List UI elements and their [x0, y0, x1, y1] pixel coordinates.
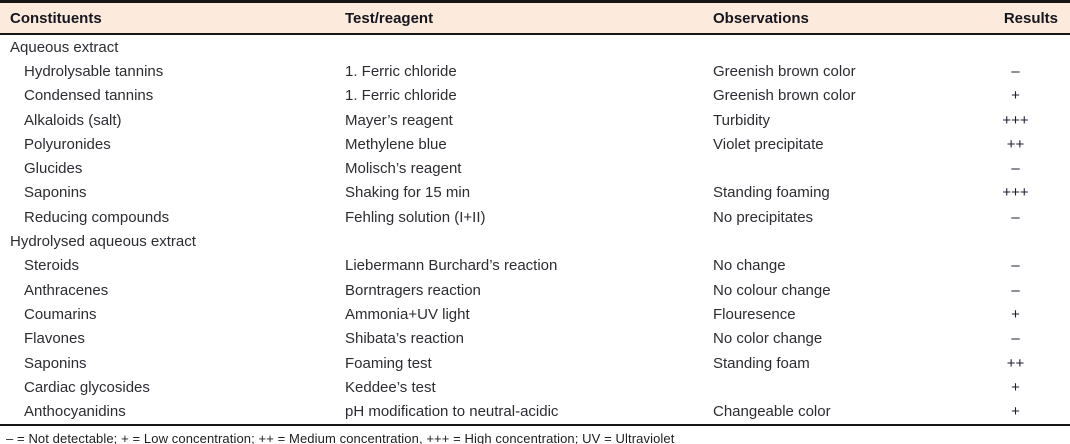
- table-footnote: – = Not detectable; + = Low concentratio…: [0, 423, 1070, 444]
- result-cell: –: [1011, 208, 1020, 226]
- result-cell: +: [1011, 403, 1020, 421]
- column-header-constituents: Constituents: [0, 0, 335, 35]
- observation-cell: No colour change: [713, 281, 831, 299]
- observation-cell: No color change: [713, 330, 823, 348]
- test-cell: Foaming test: [345, 354, 432, 372]
- constituent-cell: Saponins: [24, 184, 87, 202]
- table-row: Alkaloids (salt) Mayer’s reagent Turbidity…: [0, 108, 1070, 132]
- observation-cell: Standing foaming: [713, 184, 830, 202]
- section-row: Hydrolysed aqueous extract: [0, 229, 1070, 253]
- table-row: Hydrolysable tannins 1. Ferric chloride Gr…: [0, 59, 1070, 83]
- result-cell: +: [1011, 305, 1020, 323]
- observation-cell: Turbidity: [713, 111, 770, 129]
- column-header-test-reagent: Test/reagent: [335, 0, 703, 35]
- result-cell: –: [1011, 281, 1020, 299]
- table-row: Glucides Molisch’s reagent –: [0, 156, 1070, 180]
- table-row: Saponins Shaking for 15 min Standing foami…: [0, 181, 1070, 205]
- constituent-cell: Saponins: [24, 354, 87, 372]
- result-cell: +: [1011, 87, 1020, 105]
- constituent-cell: Condensed tannins: [24, 87, 154, 105]
- test-cell: Mayer’s reagent: [345, 111, 453, 129]
- test-cell: Molisch’s reagent: [345, 160, 462, 178]
- test-cell: [335, 229, 703, 253]
- test-cell: Ammonia+UV light: [345, 305, 470, 323]
- table-body: Aqueous extract Hydrolysable tannins 1. Fe…: [0, 34, 1070, 424]
- observation-cell: No precipitates: [713, 208, 814, 226]
- constituent-cell: Polyuronides: [24, 135, 111, 153]
- result-cell: +: [1011, 378, 1020, 396]
- column-header-results: Results: [975, 0, 1070, 35]
- constituent-cell: Glucides: [24, 160, 83, 178]
- test-cell: Keddee’s test: [345, 378, 436, 396]
- observation-cell: [703, 229, 975, 253]
- table-row: Reducing compounds Fehling solution (I+II…: [0, 205, 1070, 229]
- constituent-cell: Cardiac glycosides: [24, 378, 150, 396]
- observation-cell: Greenish brown color: [713, 62, 856, 80]
- test-cell: Shaking for 15 min: [345, 184, 471, 202]
- constituent-cell: Reducing compounds: [24, 208, 170, 226]
- table-row: Flavones Shibata’s reaction No color chang…: [0, 327, 1070, 351]
- constituent-cell: Aqueous extract: [10, 38, 119, 56]
- constituent-cell: Alkaloids (salt): [24, 111, 122, 129]
- table-row: Anthracenes Borntragers reaction No colour…: [0, 278, 1070, 302]
- table-row: Saponins Foaming test Standing foam ++: [0, 351, 1070, 375]
- observation-cell: Flouresence: [713, 305, 796, 323]
- test-cell: pH modification to neutral-acidic: [345, 403, 559, 421]
- observation-cell: Changeable color: [713, 403, 831, 421]
- constituent-cell: Anthocyanidins: [24, 403, 126, 421]
- table-row: Condensed tannins 1. Ferric chloride Green…: [0, 84, 1070, 108]
- constituent-cell: Steroids: [24, 257, 80, 275]
- observation-cell: [703, 156, 975, 180]
- result-cell: ++: [1006, 135, 1025, 153]
- result-cell: +++: [1002, 184, 1029, 202]
- result-cell: [975, 34, 1070, 59]
- observation-cell: No change: [713, 257, 786, 275]
- table-row: Anthocyanidins pH modification to neutral…: [0, 399, 1070, 423]
- phytochemical-screening-table: Constituents Test/reagent Observations R…: [0, 0, 1070, 424]
- observation-cell: [703, 34, 975, 59]
- table-row: Coumarins Ammonia+UV light Flouresence +: [0, 302, 1070, 326]
- result-cell: +++: [1002, 111, 1029, 129]
- observation-cell: Violet precipitate: [713, 135, 824, 153]
- constituent-cell: Hydrolysable tannins: [24, 62, 164, 80]
- result-cell: –: [1011, 257, 1020, 275]
- constituent-cell: Hydrolysed aqueous extract: [10, 233, 196, 251]
- observation-cell: Greenish brown color: [713, 87, 856, 105]
- table-row: Polyuronides Methylene blue Violet precipi…: [0, 132, 1070, 156]
- result-cell: –: [1011, 330, 1020, 348]
- table-row: Steroids Liebermann Burchard’s reaction No…: [0, 254, 1070, 278]
- test-cell: 1. Ferric chloride: [345, 87, 457, 105]
- header-row: Constituents Test/reagent Observations R…: [0, 0, 1070, 35]
- constituent-cell: Anthracenes: [24, 281, 109, 299]
- test-cell: 1. Ferric chloride: [345, 62, 457, 80]
- test-cell: [335, 34, 703, 59]
- observation-cell: [703, 375, 975, 399]
- test-cell: Fehling solution (I+II): [345, 208, 486, 226]
- test-cell: Borntragers reaction: [345, 281, 481, 299]
- result-cell: –: [1011, 160, 1020, 178]
- constituent-cell: Coumarins: [24, 305, 97, 323]
- column-header-observations: Observations: [703, 0, 975, 35]
- table-header: Constituents Test/reagent Observations R…: [0, 0, 1070, 35]
- test-cell: Liebermann Burchard’s reaction: [345, 257, 558, 275]
- test-cell: Shibata’s reaction: [345, 330, 464, 348]
- result-cell: –: [1011, 62, 1020, 80]
- result-cell: [975, 229, 1070, 253]
- test-cell: Methylene blue: [345, 135, 447, 153]
- observation-cell: Standing foam: [713, 354, 810, 372]
- result-cell: ++: [1006, 354, 1025, 372]
- constituent-cell: Flavones: [24, 330, 85, 348]
- section-row: Aqueous extract: [0, 34, 1070, 59]
- table-row: Cardiac glycosides Keddee’s test +: [0, 375, 1070, 399]
